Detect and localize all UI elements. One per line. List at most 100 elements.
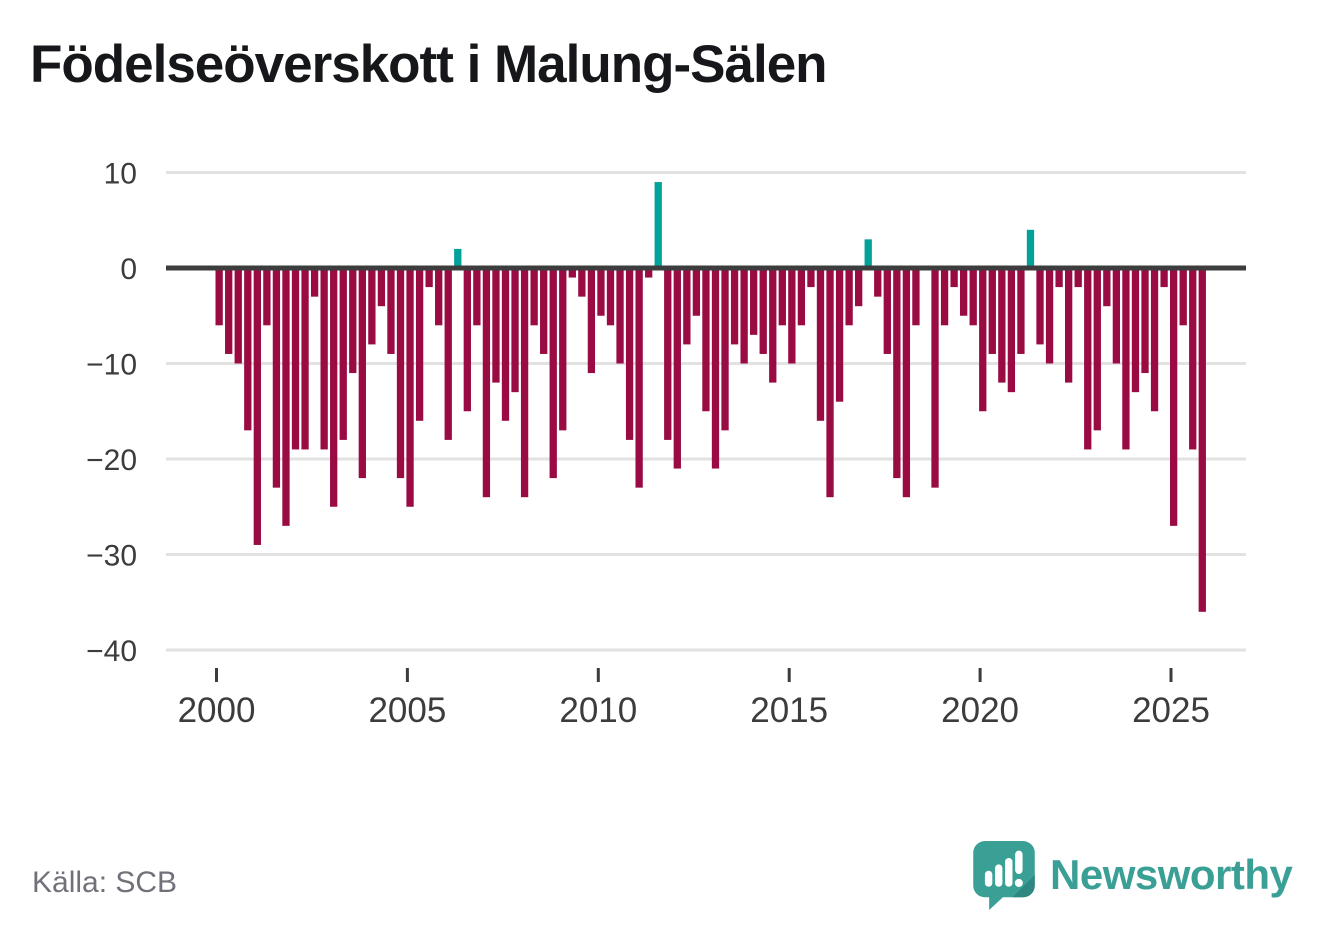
y-axis-tick-label: −20 (86, 444, 137, 477)
bar (797, 268, 806, 326)
bar (549, 268, 557, 479)
bar (988, 268, 996, 354)
bar (511, 268, 519, 393)
bar (654, 182, 662, 268)
bar (645, 268, 653, 278)
bar (616, 268, 624, 364)
bar (902, 268, 911, 498)
bar (406, 268, 414, 507)
bar (721, 268, 729, 431)
bar (530, 268, 538, 326)
bar (501, 268, 510, 421)
bar (597, 268, 605, 316)
bar (1103, 268, 1111, 307)
bar (969, 268, 977, 326)
bar (635, 268, 643, 488)
bar (702, 268, 710, 412)
bar (1198, 268, 1206, 612)
bar (282, 268, 290, 526)
bar (225, 268, 233, 354)
bar (291, 268, 300, 450)
bar (855, 268, 863, 307)
bar (683, 268, 691, 345)
bar (1045, 268, 1054, 364)
bar (454, 248, 462, 268)
bar (1084, 268, 1092, 450)
bar (1112, 268, 1121, 364)
bar (864, 239, 872, 268)
bar (339, 268, 347, 440)
bar (358, 268, 366, 479)
y-axis-tick-label: 10 (104, 158, 137, 191)
bar (673, 268, 681, 469)
y-axis-tick-label: 0 (120, 253, 137, 286)
bar (769, 268, 777, 383)
bar (750, 268, 758, 335)
bar (473, 268, 481, 326)
bar (568, 268, 576, 278)
y-axis-tick-label: −10 (86, 349, 137, 382)
x-axis-tick-label: 2025 (1132, 691, 1210, 730)
bar (1141, 268, 1149, 374)
bar (272, 268, 281, 488)
bar (893, 268, 901, 479)
bar (377, 268, 386, 307)
bar (425, 268, 433, 288)
newsworthy-logo: Newsworthy (972, 840, 1293, 910)
bar (692, 268, 701, 316)
bar (463, 268, 471, 412)
bar (998, 268, 1006, 383)
bar (587, 268, 596, 374)
bar (845, 268, 853, 326)
bar (1150, 268, 1159, 412)
newsworthy-bubble-chart-icon (973, 841, 1035, 910)
bar (940, 268, 949, 326)
bar (578, 268, 586, 297)
bar (540, 268, 548, 354)
x-axis-tick-label: 2015 (750, 691, 828, 730)
bar (263, 268, 271, 326)
bar (310, 268, 319, 297)
bar (1122, 268, 1130, 450)
bar (835, 268, 844, 402)
bar (816, 268, 825, 421)
bar (482, 268, 491, 498)
bar (1026, 229, 1035, 268)
y-axis-tick-label: −30 (86, 540, 137, 573)
bar (1189, 268, 1197, 450)
source-label: Källa: SCB (32, 866, 178, 899)
bar (664, 268, 672, 440)
bar (1179, 268, 1187, 326)
bar (368, 268, 376, 345)
bar (931, 268, 939, 488)
bar (1074, 268, 1082, 288)
bar (301, 268, 309, 450)
y-axis-tick-label: −40 (86, 635, 137, 668)
bar (979, 268, 987, 412)
bar (730, 268, 739, 345)
bar (883, 268, 891, 354)
x-axis-tick-label: 2020 (941, 691, 1019, 730)
bar (520, 268, 529, 498)
bar (960, 268, 968, 316)
bar (778, 268, 786, 326)
bar (234, 268, 242, 364)
bar (559, 268, 567, 431)
bar (1036, 268, 1044, 345)
bar (349, 268, 357, 374)
bar (320, 268, 328, 450)
bar (1065, 268, 1073, 383)
bar (874, 268, 882, 297)
bar (950, 268, 958, 288)
bar (625, 268, 634, 440)
bar (215, 268, 223, 326)
bar (444, 268, 452, 440)
bar (711, 268, 720, 469)
newsworthy-wordmark: Newsworthy (1050, 851, 1293, 898)
bar (1093, 268, 1101, 431)
bar (387, 268, 395, 354)
bar (253, 268, 261, 545)
bar (826, 268, 834, 498)
